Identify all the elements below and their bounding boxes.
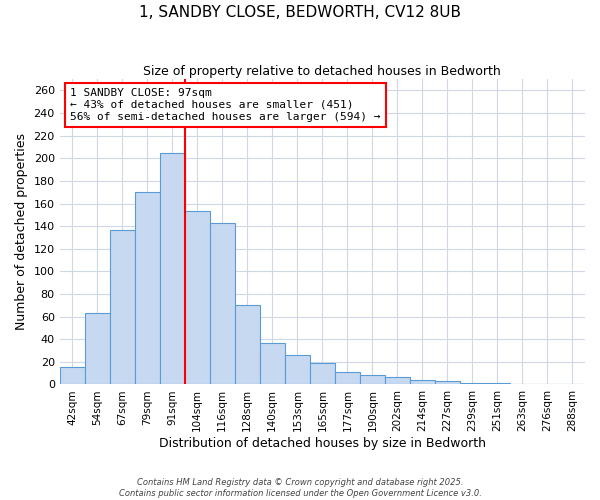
- Bar: [110, 230, 135, 384]
- Bar: [335, 372, 360, 384]
- Text: Contains HM Land Registry data © Crown copyright and database right 2025.
Contai: Contains HM Land Registry data © Crown c…: [119, 478, 481, 498]
- Text: 1, SANDBY CLOSE, BEDWORTH, CV12 8UB: 1, SANDBY CLOSE, BEDWORTH, CV12 8UB: [139, 5, 461, 20]
- Bar: [360, 376, 385, 384]
- Bar: [135, 192, 160, 384]
- Bar: [260, 342, 285, 384]
- X-axis label: Distribution of detached houses by size in Bedworth: Distribution of detached houses by size …: [159, 437, 486, 450]
- Bar: [59, 368, 85, 384]
- Bar: [410, 380, 435, 384]
- Bar: [310, 363, 335, 384]
- Bar: [85, 313, 110, 384]
- Bar: [285, 355, 310, 384]
- Y-axis label: Number of detached properties: Number of detached properties: [15, 134, 28, 330]
- Bar: [210, 223, 235, 384]
- Bar: [235, 306, 260, 384]
- Text: 1 SANDBY CLOSE: 97sqm
← 43% of detached houses are smaller (451)
56% of semi-det: 1 SANDBY CLOSE: 97sqm ← 43% of detached …: [70, 88, 380, 122]
- Bar: [160, 152, 185, 384]
- Bar: [435, 381, 460, 384]
- Title: Size of property relative to detached houses in Bedworth: Size of property relative to detached ho…: [143, 65, 501, 78]
- Bar: [385, 376, 410, 384]
- Bar: [185, 212, 210, 384]
